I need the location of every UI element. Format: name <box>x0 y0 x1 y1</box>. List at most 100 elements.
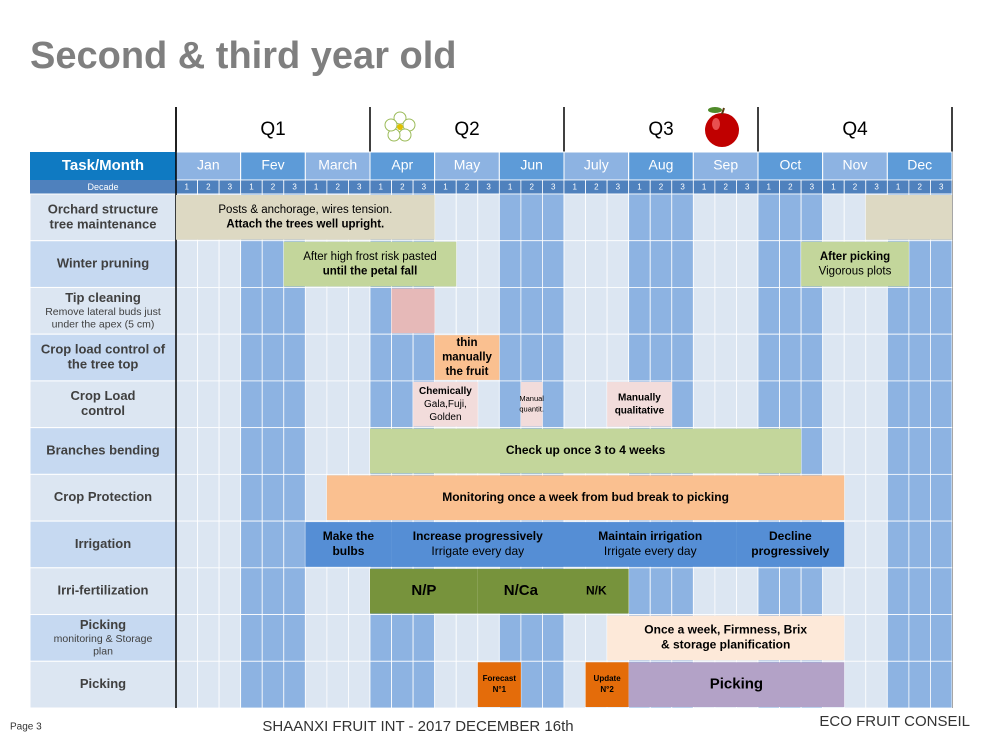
decade-cell <box>542 333 565 382</box>
decade-cell <box>843 660 867 709</box>
decade-cell <box>283 333 306 382</box>
month-cell <box>369 151 436 181</box>
decade-cell <box>348 614 371 662</box>
task-bar <box>391 288 435 334</box>
decade-cell <box>843 520 867 569</box>
decade-cell <box>908 567 931 615</box>
task-label: the tree top <box>68 356 139 371</box>
decade-cell <box>240 427 263 475</box>
task-bar-label: & storage planification <box>661 638 790 652</box>
decade-cell <box>736 193 759 242</box>
task-bar <box>370 568 478 614</box>
decade-cell <box>240 333 263 382</box>
decade-cell <box>563 614 586 662</box>
task-bar-label: After high frost risk pasted <box>303 251 437 263</box>
decade-cell <box>197 520 220 569</box>
decade-cell <box>369 287 392 335</box>
decade-label: 1 <box>637 183 642 192</box>
decade-label: 1 <box>379 183 384 192</box>
month-label: Aug <box>649 157 674 173</box>
decade-cell <box>434 614 457 662</box>
page-number: Page 3 <box>10 722 42 733</box>
decade-cell <box>822 380 845 429</box>
task-bar-label: Decline <box>769 529 812 543</box>
decade-label: 2 <box>788 183 793 192</box>
decade-cell <box>304 427 328 475</box>
decade-cell <box>261 427 285 475</box>
decade-cell <box>886 427 910 475</box>
task-bar-label: the fruit <box>446 366 489 378</box>
task-bar-label: Irrigate every day <box>431 544 524 558</box>
decade-label: 1 <box>249 183 254 192</box>
decade-cell <box>649 287 673 335</box>
task-bar-label: Attach the trees well upright. <box>226 219 384 231</box>
decade-cell <box>197 287 220 335</box>
decade-label: 2 <box>206 183 211 192</box>
decade-cell <box>218 567 242 615</box>
decade-cell <box>412 614 436 662</box>
decade-cell <box>197 333 220 382</box>
task-bar-label: After picking <box>820 251 890 263</box>
decade-cell <box>197 614 220 662</box>
month-label: Nov <box>843 157 868 173</box>
decade-cell <box>671 567 694 615</box>
task-bar-label: Picking <box>710 676 763 693</box>
task-bar <box>520 381 543 427</box>
task-bar-label: N°2 <box>600 685 614 694</box>
decade-cell <box>391 380 414 429</box>
decade-cell <box>175 287 198 335</box>
decade-label: 2 <box>465 183 470 192</box>
decade-cell <box>930 427 953 475</box>
decade-cell <box>628 193 651 242</box>
decade-cell <box>843 380 867 429</box>
decade-cell <box>175 473 198 522</box>
decade-cell <box>714 287 737 335</box>
decade-label: 1 <box>702 183 707 192</box>
decade-cell <box>822 333 845 382</box>
decade-cell <box>434 660 457 709</box>
decade-label: 2 <box>723 183 728 192</box>
task-bar-label: manually <box>442 352 492 364</box>
decade-label: 1 <box>185 183 190 192</box>
decade-header <box>30 180 176 194</box>
decade-cell <box>692 333 716 382</box>
decade-cell <box>585 614 608 662</box>
month-label: Fev <box>261 157 284 173</box>
decade-label: 1 <box>831 183 836 192</box>
task-bar <box>736 522 845 567</box>
decade-cell <box>865 333 888 382</box>
decade-cell <box>671 240 694 288</box>
quarter-label: Q3 <box>648 119 673 140</box>
decade-cell <box>175 333 198 382</box>
decade-label: 3 <box>616 183 621 192</box>
decade-cell <box>843 193 867 242</box>
decade-cell <box>843 427 867 475</box>
decade-cell <box>628 240 651 288</box>
decade-cell <box>779 193 802 242</box>
decade-cell <box>391 660 414 709</box>
decade-cell <box>930 240 953 288</box>
decade-cell <box>800 567 824 615</box>
decade-cell <box>649 193 673 242</box>
decade-cell <box>477 287 500 335</box>
task-bar <box>477 662 521 707</box>
decade-cell <box>240 567 263 615</box>
task-label: Irrigation <box>75 536 131 551</box>
decade-cell <box>175 427 198 475</box>
decade-label: 1 <box>314 183 319 192</box>
decade-cell <box>218 380 242 429</box>
decade-cell <box>520 193 543 242</box>
month-cell <box>434 151 500 181</box>
decade-cell <box>348 427 371 475</box>
decade-cell <box>606 193 630 242</box>
task-bar <box>477 568 564 614</box>
decade-cell <box>283 567 306 615</box>
decade-cell <box>692 193 716 242</box>
decade-cell <box>240 660 263 709</box>
decade-cell <box>498 333 522 382</box>
task-label: Picking <box>80 617 126 632</box>
quarter-label: Q1 <box>260 119 285 140</box>
month-label: March <box>318 157 357 173</box>
decade-cell <box>218 333 242 382</box>
decade-cell <box>520 287 543 335</box>
